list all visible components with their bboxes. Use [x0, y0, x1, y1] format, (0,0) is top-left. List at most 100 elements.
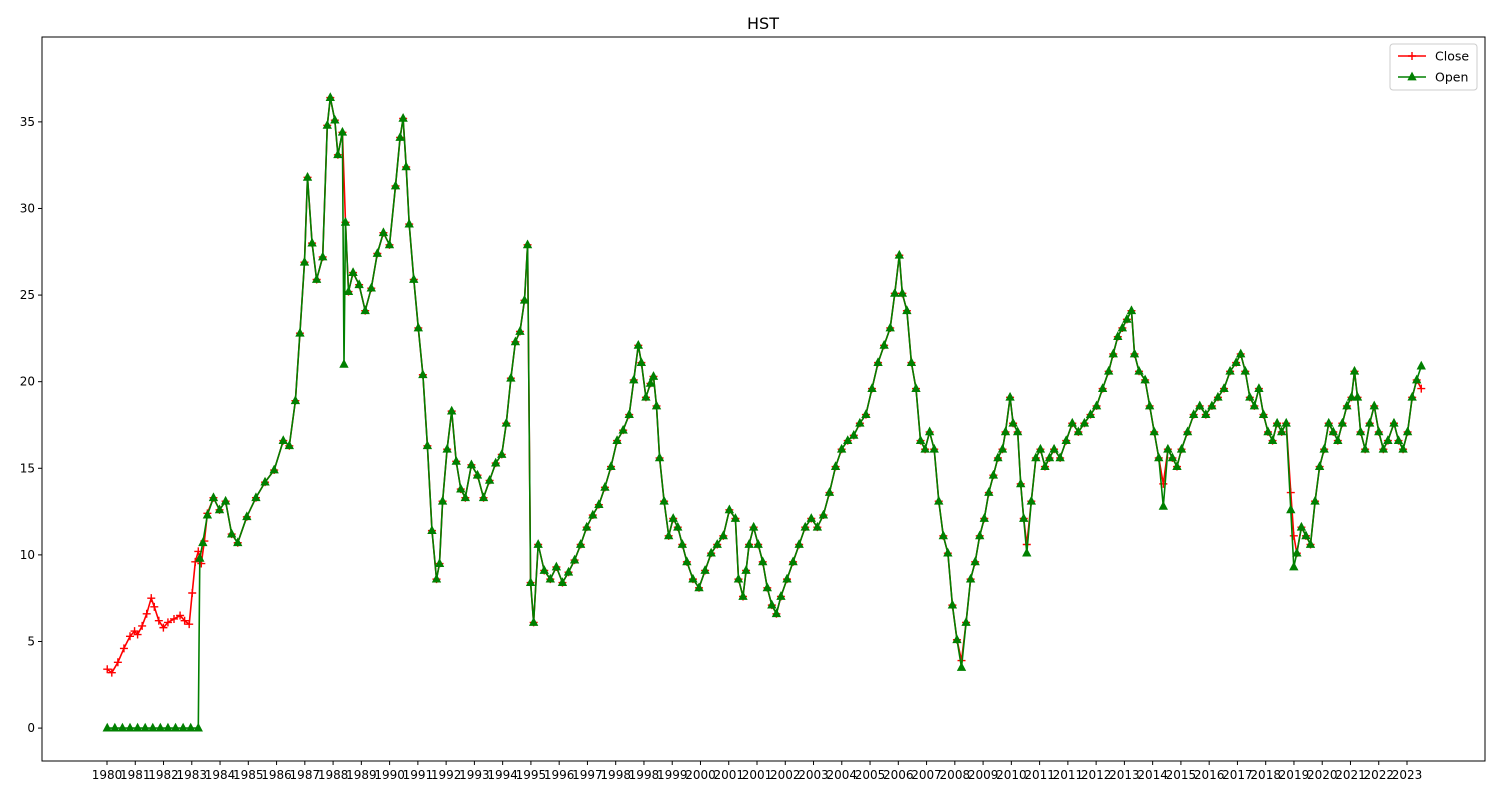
x-tick-label: 2011 [1024, 768, 1055, 782]
data-point-open [788, 556, 798, 566]
data-point-open [1008, 417, 1018, 427]
data-point-open [198, 537, 208, 547]
y-tick-label: 5 [27, 634, 35, 648]
data-point-open [1328, 426, 1338, 436]
data-point-open [1342, 400, 1352, 410]
data-point-open [563, 566, 574, 576]
data-point-open [1055, 452, 1065, 462]
data-point-open [1324, 417, 1334, 427]
data-point-open [1182, 426, 1193, 436]
data-point-open [447, 405, 457, 415]
data-point-open [422, 440, 433, 450]
x-tick-label: 1993 [459, 768, 490, 782]
data-point-open [600, 481, 610, 491]
data-point-open [965, 573, 976, 583]
data-point-open [890, 287, 900, 297]
x-tick-label: 2014 [1137, 768, 1168, 782]
data-point-open [758, 556, 768, 566]
data-point-open [1374, 426, 1384, 436]
data-point-open [1352, 391, 1363, 401]
data-point-open [943, 547, 953, 557]
data-point-open [645, 378, 656, 387]
data-point-open [575, 539, 586, 548]
data-point-open [378, 227, 389, 237]
y-axis: 0 5 10 15 20 25 30 35 [20, 115, 42, 735]
data-point-open [1365, 417, 1375, 427]
data-point-open [824, 487, 835, 496]
x-tick-label: 2000 [685, 768, 716, 782]
x-tick-label: 1992 [431, 768, 462, 782]
data-point-open [1301, 530, 1311, 540]
legend-item-close: Close [1398, 49, 1469, 64]
legend-marker [1408, 52, 1416, 60]
data-point-open [668, 513, 678, 522]
data-point-open [1277, 426, 1287, 436]
data-point-open [208, 492, 219, 502]
data-point-open [712, 539, 722, 548]
data-point-open [1416, 360, 1426, 370]
data-point-open [843, 435, 853, 444]
data-point-open [920, 443, 930, 453]
x-tick-label: 2017 [1222, 768, 1253, 782]
data-point-open [1016, 478, 1026, 488]
data-point-open [1258, 409, 1269, 418]
data-point-open [569, 554, 580, 564]
x-tick-label: 2001 [742, 768, 773, 782]
data-point-open [360, 305, 370, 315]
data-point-open [694, 582, 704, 592]
data-point-open [830, 461, 841, 470]
data-point-open [952, 634, 962, 644]
data-point-open [1231, 357, 1241, 367]
y-tick-label: 25 [20, 288, 35, 302]
data-point-open [767, 599, 777, 609]
x-tick-label: 2020 [1307, 768, 1338, 782]
data-point-open [501, 417, 511, 427]
data-point-open [533, 539, 543, 548]
data-point-open [659, 495, 669, 505]
data-point-open [1393, 435, 1404, 444]
data-point-open [366, 282, 376, 292]
data-point-open [975, 530, 985, 540]
data-point-open [633, 339, 643, 349]
data-point-open [673, 521, 683, 531]
x-tick-label: 1997 [572, 768, 603, 782]
data-point-open [654, 452, 665, 462]
data-point-open [1305, 539, 1316, 548]
x-tick-label: 2003 [798, 768, 829, 782]
data-point-open [1163, 443, 1173, 453]
data-point-close [142, 609, 151, 618]
data-point-open [418, 369, 428, 379]
data-point-open [340, 216, 351, 226]
data-point-open [1019, 513, 1029, 522]
data-point-open [539, 565, 549, 574]
data-point-open [491, 457, 501, 467]
x-tick-label: 1995 [516, 768, 547, 782]
x-tick-label: 2021 [1335, 768, 1366, 782]
data-point-open [260, 476, 270, 486]
data-point-open [269, 464, 279, 474]
data-point-close [163, 618, 172, 627]
data-point-open [1333, 435, 1343, 444]
data-point-open [1073, 426, 1084, 436]
data-point-open [515, 326, 525, 335]
legend-marker [1407, 71, 1417, 81]
data-point-open [782, 573, 792, 583]
data-point-close [103, 665, 112, 674]
data-point-open [1402, 426, 1413, 436]
data-point-close [170, 614, 179, 623]
data-point-open [641, 391, 651, 401]
data-point-open [1079, 417, 1090, 427]
data-point-open [1113, 331, 1123, 341]
data-point-open [202, 509, 213, 519]
y-tick-label: 15 [20, 461, 35, 475]
data-point-open [1267, 435, 1278, 444]
series-line-open [107, 96, 1423, 729]
data-point-open [1134, 365, 1144, 375]
data-point-open [1314, 461, 1325, 470]
chart-title: HST [747, 14, 779, 33]
data-point-open [753, 539, 763, 548]
data-point-close [185, 620, 194, 629]
data-point-open [806, 513, 816, 522]
y-tick-label: 20 [20, 375, 35, 389]
